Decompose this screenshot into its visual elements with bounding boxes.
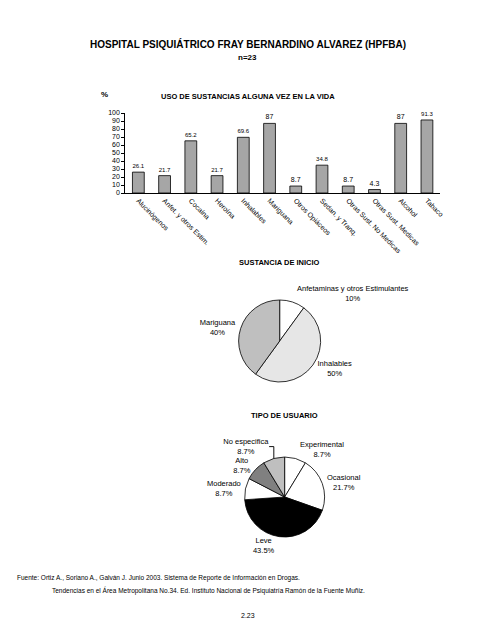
svg-text:Mariguana: Mariguana (266, 197, 295, 226)
svg-text:Anfet. y otros Estim.: Anfet. y otros Estim. (161, 197, 211, 247)
svg-text:69.6: 69.6 (237, 128, 249, 134)
svg-text:USO DE SUSTANCIAS ALGUNA VEZ E: USO DE SUSTANCIAS ALGUNA VEZ EN LA VIDA (161, 92, 335, 101)
svg-text:Otras Sust. Medicas: Otras Sust. Medicas (371, 197, 421, 247)
svg-text:Fuente: Ortiz A., Soriano A.,: Fuente: Ortiz A., Soriano A., Galván J. … (17, 574, 300, 582)
svg-text:91.3: 91.3 (421, 111, 433, 117)
svg-text:20: 20 (112, 173, 120, 180)
svg-text:Alucinógenos: Alucinógenos (134, 197, 170, 233)
svg-text:50: 50 (112, 149, 120, 156)
svg-text:Mariguana40%: Mariguana40% (200, 318, 236, 337)
svg-text:Leve43.5%: Leve43.5% (253, 536, 275, 555)
svg-text:Ocasional21.7%: Ocasional21.7% (327, 473, 361, 492)
svg-text:21.7: 21.7 (211, 167, 223, 173)
svg-text:Heroína: Heroína (214, 197, 237, 220)
svg-text:2.23: 2.23 (241, 612, 255, 619)
svg-text:Moderado8.7%: Moderado8.7% (207, 479, 241, 498)
svg-text:65.2: 65.2 (185, 132, 197, 138)
svg-text:Anfetaminas y otros Estimulant: Anfetaminas y otros Estimulantes10% (297, 284, 409, 303)
svg-text:10: 10 (112, 181, 120, 188)
svg-text:26.1: 26.1 (132, 163, 144, 169)
svg-text:34.8: 34.8 (316, 156, 328, 162)
svg-text:4.3: 4.3 (370, 180, 380, 187)
svg-text:70: 70 (112, 133, 120, 140)
svg-text:Inhalables50%: Inhalables50% (318, 359, 352, 378)
svg-text:80: 80 (112, 125, 120, 132)
svg-text:8.7: 8.7 (343, 176, 353, 183)
svg-text:Otros Opiáceos: Otros Opiáceos (292, 197, 332, 237)
svg-text:Tendencias en el Área Metropol: Tendencias en el Área Metropolitana No.3… (52, 586, 365, 595)
svg-text:0: 0 (116, 189, 120, 196)
svg-text:8.7: 8.7 (291, 176, 301, 183)
svg-text:40: 40 (112, 157, 120, 164)
svg-text:n=23: n=23 (238, 53, 257, 62)
svg-text:HOSPITAL PSIQUIÁTRICO FRAY BER: HOSPITAL PSIQUIÁTRICO FRAY BERNARDINO AL… (90, 38, 406, 50)
svg-text:30: 30 (112, 165, 120, 172)
svg-text:21.7: 21.7 (159, 167, 171, 173)
svg-text:Tabaco: Tabaco (424, 197, 445, 218)
svg-text:SUSTANCIA DE INICIO: SUSTANCIA DE INICIO (239, 258, 320, 267)
svg-text:Inhalables: Inhalables (240, 197, 268, 225)
svg-text:%: % (101, 90, 108, 99)
svg-text:87: 87 (397, 113, 405, 120)
svg-text:60: 60 (112, 141, 120, 148)
svg-text:Alcohol: Alcohol (398, 197, 419, 218)
svg-text:TIPO DE USUARIO: TIPO DE USUARIO (251, 411, 318, 420)
svg-text:90: 90 (112, 117, 120, 124)
svg-text:Sedan. y Tranq.: Sedan. y Tranq. (318, 197, 359, 238)
svg-text:Otras Sust. No Medicas: Otras Sust. No Medicas (345, 197, 403, 255)
svg-text:No especifica8.7%: No especifica8.7% (223, 437, 269, 456)
svg-text:Cocaína: Cocaína (188, 197, 211, 220)
svg-text:Alto8.7%: Alto8.7% (233, 456, 250, 475)
svg-text:Experimental8.7%: Experimental8.7% (300, 440, 344, 459)
svg-text:87: 87 (266, 113, 274, 120)
svg-text:100: 100 (108, 109, 120, 116)
